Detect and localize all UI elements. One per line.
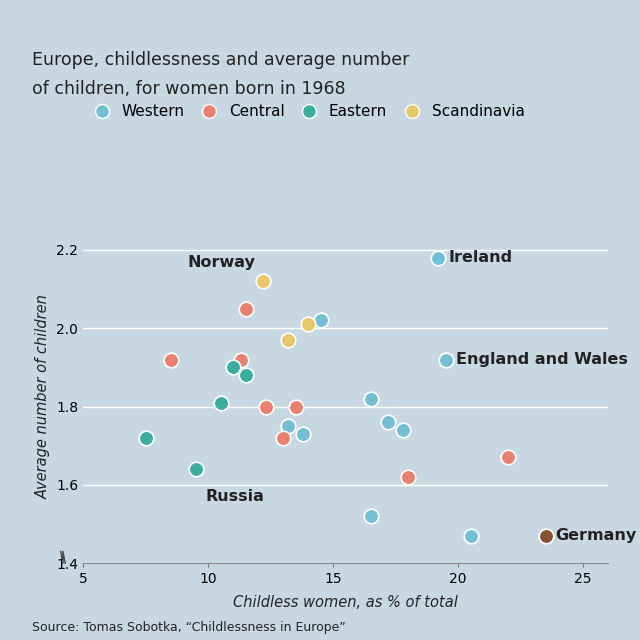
Point bbox=[298, 429, 308, 439]
X-axis label: Childless women, as % of total: Childless women, as % of total bbox=[233, 595, 458, 609]
Point bbox=[241, 370, 251, 380]
Legend: Western, Central, Eastern, Scandinavia: Western, Central, Eastern, Scandinavia bbox=[81, 99, 531, 125]
Point bbox=[291, 401, 301, 412]
Point bbox=[228, 362, 238, 372]
Text: Germany: Germany bbox=[556, 528, 637, 543]
Point bbox=[398, 425, 408, 435]
Point bbox=[216, 397, 226, 408]
Text: Russia: Russia bbox=[205, 489, 264, 504]
Point bbox=[503, 452, 513, 463]
Point bbox=[283, 421, 293, 431]
Point bbox=[433, 253, 443, 263]
Point bbox=[403, 472, 413, 482]
Point bbox=[166, 355, 176, 365]
Text: of children, for women born in 1968: of children, for women born in 1968 bbox=[32, 80, 346, 98]
Text: Norway: Norway bbox=[188, 255, 255, 269]
Point bbox=[260, 401, 271, 412]
Text: Source: Tomas Sobotka, “Childlessness in Europe”: Source: Tomas Sobotka, “Childlessness in… bbox=[32, 621, 346, 634]
Point bbox=[365, 511, 376, 522]
Point bbox=[278, 433, 288, 443]
Point bbox=[440, 355, 451, 365]
Text: Europe, childlessness and average number: Europe, childlessness and average number bbox=[32, 51, 410, 69]
Point bbox=[236, 355, 246, 365]
Point bbox=[383, 417, 393, 428]
Point bbox=[540, 531, 550, 541]
Point bbox=[141, 433, 151, 443]
Point bbox=[191, 464, 201, 474]
Point bbox=[283, 335, 293, 345]
Point bbox=[316, 316, 326, 326]
Y-axis label: Average number of children: Average number of children bbox=[36, 294, 51, 499]
Point bbox=[303, 319, 313, 330]
Point bbox=[258, 276, 268, 287]
Text: Ireland: Ireland bbox=[448, 250, 512, 266]
Text: England and Wales: England and Wales bbox=[456, 352, 627, 367]
Point bbox=[465, 531, 476, 541]
Point bbox=[365, 394, 376, 404]
Point bbox=[241, 303, 251, 314]
